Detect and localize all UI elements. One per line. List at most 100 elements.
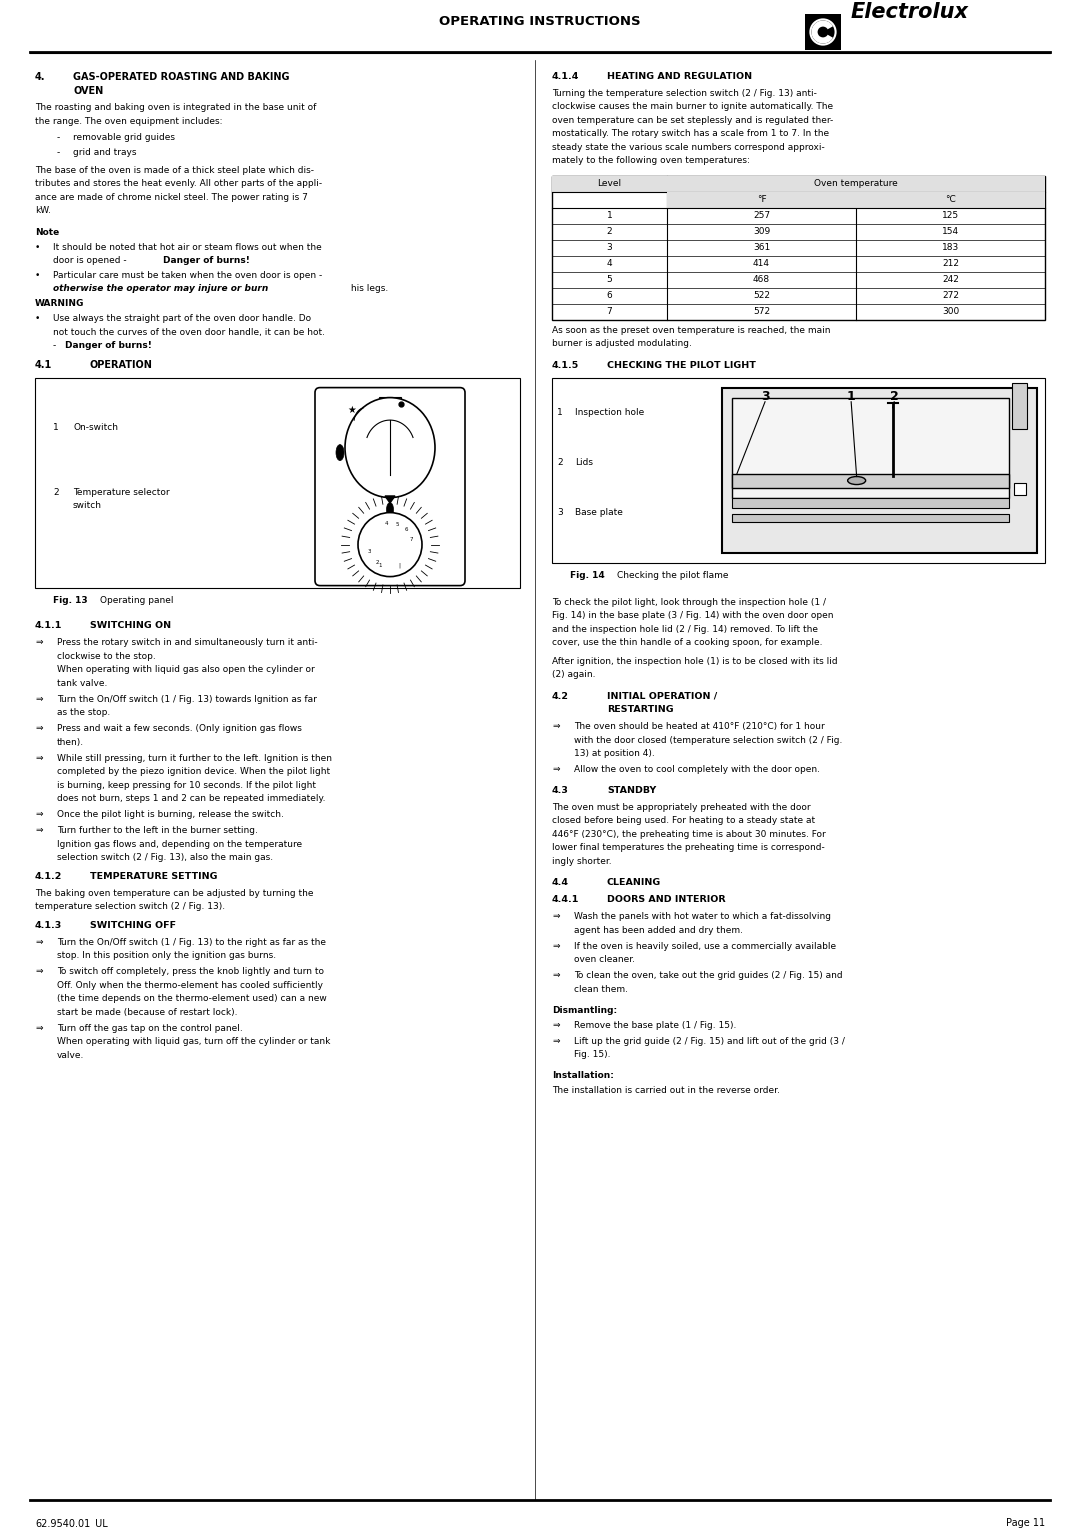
Text: Installation:: Installation:: [552, 1071, 613, 1080]
Text: 4.1.2: 4.1.2: [35, 872, 63, 882]
Text: 1: 1: [379, 562, 382, 568]
Text: 242: 242: [942, 275, 959, 284]
Text: The oven should be heated at 410°F (210°C) for 1 hour: The oven should be heated at 410°F (210°…: [573, 723, 825, 730]
Text: Particular care must be taken when the oven door is open -: Particular care must be taken when the o…: [53, 270, 322, 280]
Text: clockwise to the stop.: clockwise to the stop.: [57, 651, 156, 660]
Ellipse shape: [345, 397, 435, 498]
Text: 3: 3: [557, 507, 563, 516]
Text: 468: 468: [753, 275, 770, 284]
Text: If the oven is heavily soiled, use a commercially available: If the oven is heavily soiled, use a com…: [573, 941, 836, 950]
Text: 572: 572: [753, 307, 770, 316]
Text: ⇒: ⇒: [552, 766, 559, 775]
Text: Danger of burns!: Danger of burns!: [65, 341, 152, 350]
Text: Lift up the grid guide (2 / Fig. 15) and lift out of the grid (3 /: Lift up the grid guide (2 / Fig. 15) and…: [573, 1036, 845, 1045]
Bar: [732, 474, 1009, 487]
Text: When operating with liquid gas also open the cylinder or: When operating with liquid gas also open…: [57, 665, 314, 674]
Text: Fig. 15).: Fig. 15).: [573, 1050, 610, 1059]
Text: To check the pilot light, look through the inspection hole (1 /: To check the pilot light, look through t…: [552, 597, 826, 607]
Bar: [35, 377, 519, 588]
Text: STANDBY: STANDBY: [607, 785, 657, 795]
Text: °C: °C: [945, 196, 956, 205]
Text: switch: switch: [73, 501, 102, 510]
Text: Level: Level: [597, 179, 622, 188]
Text: Press the rotary switch in and simultaneously turn it anti-: Press the rotary switch in and simultane…: [57, 639, 318, 648]
Text: 446°F (230°C), the preheating time is about 30 minutes. For: 446°F (230°C), the preheating time is ab…: [552, 830, 826, 839]
Text: stop. In this position only the ignition gas burns.: stop. In this position only the ignition…: [57, 952, 276, 961]
Text: 7: 7: [409, 536, 413, 541]
Text: SWITCHING OFF: SWITCHING OFF: [90, 921, 176, 931]
Text: 212: 212: [942, 260, 959, 269]
Text: cover, use the thin handle of a cooking spoon, for example.: cover, use the thin handle of a cooking …: [552, 639, 823, 648]
Text: otherwise the operator may injure or burn: otherwise the operator may injure or bur…: [53, 284, 268, 293]
Text: 183: 183: [942, 243, 959, 252]
Text: Fig. 14: Fig. 14: [570, 571, 605, 579]
Text: Danger of burns!: Danger of burns!: [163, 257, 249, 264]
Text: 125: 125: [942, 211, 959, 220]
Text: 4.1: 4.1: [35, 361, 52, 370]
Wedge shape: [811, 20, 833, 43]
Text: 300: 300: [942, 307, 959, 316]
Text: 1: 1: [847, 390, 855, 403]
Text: Allow the oven to cool completely with the door open.: Allow the oven to cool completely with t…: [573, 766, 820, 775]
Text: with the door closed (temperature selection switch (2 / Fig.: with the door closed (temperature select…: [573, 735, 842, 744]
Text: does not burn, steps 1 and 2 can be repeated immediately.: does not burn, steps 1 and 2 can be repe…: [57, 795, 325, 804]
Text: is burning, keep pressing for 10 seconds. If the pilot light: is burning, keep pressing for 10 seconds…: [57, 781, 316, 790]
Text: -: -: [57, 148, 60, 157]
Text: Turn the On/Off switch (1 / Fig. 13) towards Ignition as far: Turn the On/Off switch (1 / Fig. 13) tow…: [57, 695, 316, 703]
Text: While still pressing, turn it further to the left. Ignition is then: While still pressing, turn it further to…: [57, 753, 332, 762]
Text: ⇒: ⇒: [35, 810, 42, 819]
Text: Turn further to the left in the burner setting.: Turn further to the left in the burner s…: [57, 827, 258, 836]
Text: -: -: [53, 341, 59, 350]
Text: •: •: [35, 270, 40, 280]
Ellipse shape: [336, 445, 345, 460]
Text: ⇒: ⇒: [552, 1021, 559, 1030]
Text: Checking the pilot flame: Checking the pilot flame: [617, 571, 729, 579]
Text: 2: 2: [53, 487, 58, 497]
Circle shape: [818, 26, 828, 37]
Text: Press and wait a few seconds. (Only ignition gas flows: Press and wait a few seconds. (Only igni…: [57, 724, 302, 733]
FancyBboxPatch shape: [315, 388, 465, 585]
Bar: [805, 14, 841, 50]
Text: selection switch (2 / Fig. 13), also the main gas.: selection switch (2 / Fig. 13), also the…: [57, 853, 273, 862]
Text: completed by the piezo ignition device. When the pilot light: completed by the piezo ignition device. …: [57, 767, 330, 776]
Text: WARNING: WARNING: [35, 299, 84, 309]
Text: ⇒: ⇒: [552, 912, 559, 921]
Bar: [379, 397, 401, 405]
Ellipse shape: [387, 503, 393, 516]
Text: not touch the curves of the oven door handle, it can be hot.: not touch the curves of the oven door ha…: [53, 327, 325, 336]
Bar: [732, 397, 1009, 498]
Text: 4.1.1: 4.1.1: [35, 622, 63, 630]
Text: clockwise causes the main burner to ignite automatically. The: clockwise causes the main burner to igni…: [552, 102, 833, 112]
Text: 62.9540.01_UL: 62.9540.01_UL: [35, 1517, 108, 1528]
Text: ⇒: ⇒: [35, 695, 42, 703]
Text: ★: ★: [348, 405, 356, 416]
Text: To clean the oven, take out the grid guides (2 / Fig. 15) and: To clean the oven, take out the grid gui…: [573, 972, 842, 981]
Text: Electrolux: Electrolux: [851, 2, 969, 21]
Text: ⇒: ⇒: [35, 967, 42, 976]
Text: OPERATING INSTRUCTIONS: OPERATING INSTRUCTIONS: [440, 15, 640, 28]
Text: as the stop.: as the stop.: [57, 707, 110, 717]
Text: The roasting and baking oven is integrated in the base unit of: The roasting and baking oven is integrat…: [35, 102, 316, 112]
Text: oven cleaner.: oven cleaner.: [573, 955, 635, 964]
Text: (the time depends on the thermo-element used) can a new: (the time depends on the thermo-element …: [57, 995, 327, 1004]
Text: 4: 4: [384, 521, 389, 526]
Text: 6: 6: [404, 527, 408, 532]
Text: Off. Only when the thermo-element has cooled sufficiently: Off. Only when the thermo-element has co…: [57, 981, 323, 990]
Text: 309: 309: [753, 228, 770, 237]
Text: Turn the On/Off switch (1 / Fig. 13) to the right as far as the: Turn the On/Off switch (1 / Fig. 13) to …: [57, 938, 326, 947]
Text: grid and trays: grid and trays: [73, 148, 136, 157]
Text: 3: 3: [367, 549, 372, 553]
Text: |: |: [399, 562, 401, 568]
Text: OPERATION: OPERATION: [90, 361, 153, 370]
Bar: [552, 377, 1045, 562]
Text: The base of the oven is made of a thick steel plate which dis-: The base of the oven is made of a thick …: [35, 165, 314, 174]
Text: Lids: Lids: [575, 458, 593, 466]
Text: 4.3: 4.3: [552, 785, 569, 795]
Text: Wash the panels with hot water to which a fat-dissolving: Wash the panels with hot water to which …: [573, 912, 831, 921]
Text: 13) at position 4).: 13) at position 4).: [573, 749, 654, 758]
Text: 4.: 4.: [35, 72, 45, 83]
Ellipse shape: [848, 477, 866, 484]
Text: 154: 154: [942, 228, 959, 237]
Text: mostatically. The rotary switch has a scale from 1 to 7. In the: mostatically. The rotary switch has a sc…: [552, 130, 829, 139]
Text: -: -: [57, 133, 60, 142]
